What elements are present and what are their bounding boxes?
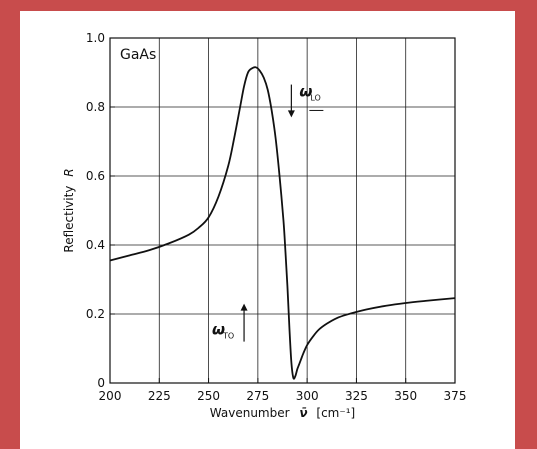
x-tick-label: 200 — [99, 389, 122, 403]
x-axis-label-unit: [cm⁻¹] — [316, 406, 355, 420]
y-tick-label: 0.4 — [86, 238, 105, 252]
y-axis-label-symbol: R — [62, 168, 76, 176]
x-axis-label: Wavenumber ν̄ [cm⁻¹] — [210, 406, 355, 420]
reflectivity-chart: 200 225 250 275 300 325 350 375 0 0.2 0.4 0.6 0.8 1.0… — [62, 31, 467, 420]
plot-area — [109, 37, 456, 384]
omega-to-subscript: TO — [222, 332, 234, 341]
x-tick-label: 325 — [345, 389, 368, 403]
x-axis-label-symbol: ν̄ — [299, 406, 307, 420]
x-axis-label-text: Wavenumber — [210, 406, 290, 420]
axis-ticks: 200 225 250 275 300 325 350 375 0 0.2 0.4 0.6 0.8 1.0 — [86, 31, 467, 403]
omega-lo-arrow-head — [287, 110, 295, 118]
omega-to-arrow-head — [240, 303, 248, 311]
y-axis-label-text: Reflectivity — [62, 186, 76, 253]
grid — [110, 38, 455, 383]
y-tick-label: 0 — [97, 376, 105, 390]
y-tick-label: 0.2 — [86, 307, 105, 321]
y-axis-label: Reflectivity R — [62, 168, 76, 252]
series-layer — [109, 66, 456, 380]
reflectivity-curve — [109, 66, 456, 380]
x-tick-label: 300 — [296, 389, 319, 403]
x-tick-label: 375 — [444, 389, 467, 403]
x-tick-label: 225 — [148, 389, 171, 403]
x-tick-label: 250 — [197, 389, 220, 403]
chart-frame: 200 225 250 275 300 325 350 375 0 0.2 0.4 0.6 0.8 1.0… — [20, 11, 515, 449]
omega-to-label: ω — [212, 321, 225, 339]
omega-lo-label: ω — [299, 83, 312, 101]
material-label: GaAs — [120, 47, 156, 63]
y-tick-label: 0.6 — [86, 169, 105, 183]
x-tick-label: 350 — [394, 389, 417, 403]
x-tick-label: 275 — [246, 389, 269, 403]
omega-lo-subscript: LO — [310, 94, 320, 103]
y-tick-label: 0.8 — [86, 100, 105, 114]
y-tick-label: 1.0 — [86, 31, 105, 45]
